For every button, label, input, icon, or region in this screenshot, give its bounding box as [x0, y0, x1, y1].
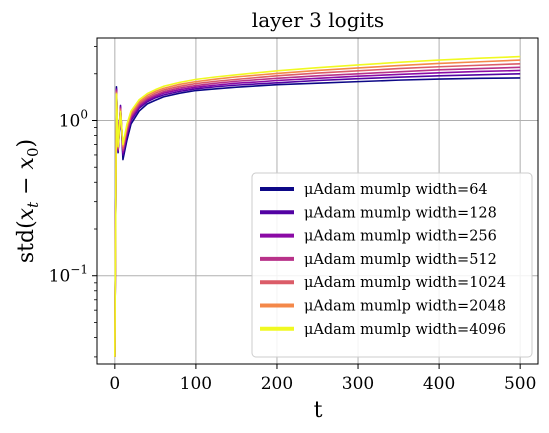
legend-label: μAdam mumlp width=2048 — [304, 299, 506, 315]
chart-title: layer 3 logits — [252, 8, 384, 32]
plot-frame — [96, 37, 539, 365]
legend-label: μAdam mumlp width=1024 — [304, 275, 506, 291]
y-tick-label: 100 — [59, 108, 88, 132]
plot-lines — [114, 55, 521, 357]
x-tick-label: 400 — [423, 374, 455, 394]
svg-text:std(xt − x0): std(xt − x0) — [14, 139, 42, 263]
legend-label: μAdam mumlp width=4096 — [304, 322, 506, 338]
y-ticks: 10−1 100 — [49, 46, 97, 358]
legend-frame — [251, 172, 533, 358]
x-tick-label: 500 — [504, 374, 536, 394]
series-line — [114, 55, 521, 357]
legend-label: μAdam mumlp width=128 — [304, 205, 497, 221]
x-tick-label: 100 — [180, 374, 212, 394]
x-axis-label: t — [314, 398, 323, 423]
legend-label: μAdam mumlp width=256 — [304, 229, 497, 245]
y-axis-label: std(xt − x0) — [14, 139, 42, 263]
x-ticks: 0 100 200 300 400 500 — [109, 364, 536, 394]
x-tick-label: 200 — [261, 374, 293, 394]
y-tick-label: 10−1 — [49, 263, 88, 287]
legend-label: μAdam mumlp width=512 — [304, 252, 497, 268]
legend: μAdam mumlp width=64 μAdam mumlp width=12… — [251, 172, 533, 358]
x-tick-label: 0 — [109, 374, 120, 394]
x-tick-label: 300 — [342, 374, 374, 394]
legend-label: μAdam mumlp width=64 — [304, 182, 488, 198]
